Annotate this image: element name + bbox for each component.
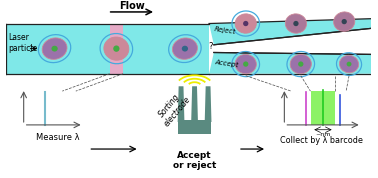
Ellipse shape — [285, 14, 307, 33]
Ellipse shape — [235, 54, 256, 74]
Ellipse shape — [342, 19, 347, 24]
Ellipse shape — [113, 45, 119, 52]
Polygon shape — [178, 86, 184, 122]
Ellipse shape — [104, 37, 129, 60]
Ellipse shape — [243, 61, 248, 67]
Ellipse shape — [334, 12, 355, 31]
Text: ?: ? — [209, 42, 213, 51]
Polygon shape — [214, 28, 371, 54]
Text: Sorting
electrode: Sorting electrode — [154, 88, 192, 129]
Text: Accept
or reject: Accept or reject — [173, 151, 216, 170]
Bar — [110, 23, 123, 74]
Polygon shape — [6, 23, 209, 74]
Polygon shape — [209, 19, 371, 45]
Polygon shape — [191, 86, 198, 122]
Text: Reject: Reject — [214, 26, 237, 35]
Ellipse shape — [339, 55, 359, 73]
Bar — [178, 120, 211, 134]
Ellipse shape — [298, 61, 304, 67]
Ellipse shape — [42, 38, 67, 59]
Text: Flow: Flow — [119, 1, 145, 11]
Polygon shape — [205, 86, 211, 122]
Text: Measure λ: Measure λ — [36, 133, 79, 142]
Text: Accept: Accept — [214, 59, 239, 69]
Polygon shape — [209, 53, 371, 74]
Ellipse shape — [182, 46, 188, 52]
Ellipse shape — [290, 54, 311, 74]
Ellipse shape — [235, 14, 256, 33]
Ellipse shape — [172, 38, 197, 59]
Ellipse shape — [293, 21, 299, 26]
Ellipse shape — [243, 21, 248, 26]
Ellipse shape — [347, 62, 352, 66]
Ellipse shape — [51, 46, 58, 52]
Text: Collect by λ barcode: Collect by λ barcode — [280, 137, 363, 145]
Text: Laser
particle: Laser particle — [8, 33, 37, 53]
Bar — [311, 91, 335, 125]
Text: ~nm: ~nm — [315, 132, 331, 137]
